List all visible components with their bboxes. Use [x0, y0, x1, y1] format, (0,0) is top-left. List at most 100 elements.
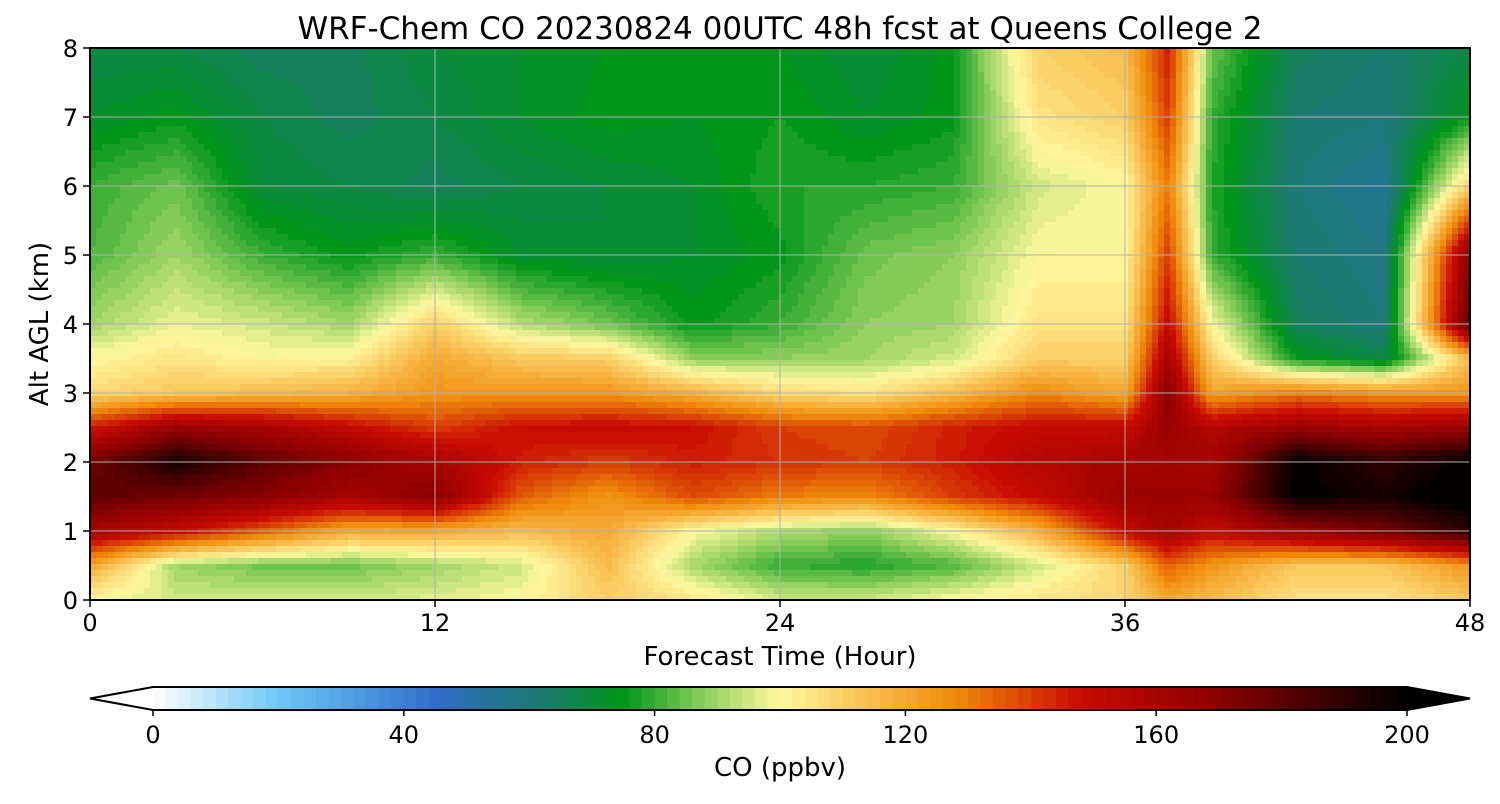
heatmap-cell	[1074, 120, 1081, 127]
heatmap-cell	[324, 138, 331, 145]
heatmap-cell	[1056, 156, 1063, 163]
heatmap-cell	[198, 60, 205, 67]
heatmap-cell	[126, 60, 133, 67]
heatmap-cell	[138, 84, 145, 91]
heatmap-cell	[1074, 96, 1081, 103]
heatmap-cell	[306, 144, 313, 151]
heatmap-cell	[444, 90, 451, 97]
heatmap-cell	[372, 54, 379, 61]
heatmap-cell	[666, 108, 673, 115]
heatmap-cell	[192, 132, 199, 139]
heatmap-cell	[1128, 102, 1135, 109]
heatmap-cell	[942, 108, 949, 115]
heatmap-cell	[858, 90, 865, 97]
heatmap-cell	[228, 132, 235, 139]
heatmap-cell	[852, 108, 859, 115]
heatmap-cell	[1332, 90, 1339, 97]
heatmap-cell	[1086, 66, 1093, 73]
heatmap-cell	[1218, 78, 1225, 85]
heatmap-cell	[708, 60, 715, 67]
heatmap-cell	[720, 132, 727, 139]
heatmap-cell	[1344, 96, 1351, 103]
heatmap-cell	[534, 102, 541, 109]
heatmap-cell	[510, 144, 517, 151]
heatmap-cell	[96, 96, 103, 103]
heatmap-cell	[564, 102, 571, 109]
heatmap-cell	[426, 96, 433, 103]
heatmap-cell	[450, 126, 457, 133]
heatmap-cell	[1380, 78, 1387, 85]
heatmap-cell	[396, 156, 403, 163]
heatmap-cell	[606, 96, 613, 103]
heatmap-cell	[282, 78, 289, 85]
heatmap-cell	[1104, 54, 1111, 61]
heatmap-cell	[246, 108, 253, 115]
heatmap-cell	[936, 84, 943, 91]
heatmap-cell	[852, 156, 859, 163]
heatmap-cell	[228, 144, 235, 151]
heatmap-cell	[558, 126, 565, 133]
heatmap-cell	[1062, 156, 1069, 163]
heatmap-cell	[522, 126, 529, 133]
heatmap-cell	[246, 54, 253, 61]
heatmap-cell	[1266, 126, 1273, 133]
heatmap-cell	[1038, 132, 1045, 139]
heatmap-cell	[132, 78, 139, 85]
heatmap-cell	[1086, 138, 1093, 145]
heatmap-cell	[1062, 108, 1069, 115]
heatmap-cell	[768, 150, 775, 157]
heatmap-cell	[1440, 66, 1447, 73]
heatmap-cell	[1188, 78, 1195, 85]
heatmap-cell	[240, 132, 247, 139]
heatmap-cell	[894, 126, 901, 133]
heatmap-cell	[1284, 156, 1291, 163]
heatmap-cell	[474, 126, 481, 133]
heatmap-cell	[708, 150, 715, 157]
heatmap-cell	[114, 102, 121, 109]
heatmap-cell	[876, 90, 883, 97]
heatmap-cell	[546, 72, 553, 79]
heatmap-cell	[888, 138, 895, 145]
heatmap-cell	[1278, 120, 1285, 127]
heatmap-cell	[168, 72, 175, 79]
heatmap-cell	[1026, 150, 1033, 157]
heatmap-cell	[882, 96, 889, 103]
heatmap-cell	[984, 90, 991, 97]
heatmap-cell	[792, 144, 799, 151]
heatmap-cell	[570, 120, 577, 127]
heatmap-cell	[306, 108, 313, 115]
heatmap-cell	[828, 90, 835, 97]
heatmap-cell	[1344, 54, 1351, 61]
heatmap-cell	[726, 138, 733, 145]
heatmap-cell	[840, 132, 847, 139]
heatmap-cell	[1080, 138, 1087, 145]
heatmap-cell	[612, 108, 619, 115]
heatmap-cell	[1302, 102, 1309, 109]
heatmap-cell	[420, 138, 427, 145]
heatmap-cell	[378, 108, 385, 115]
heatmap-cell	[582, 54, 589, 61]
heatmap-cell	[690, 126, 697, 133]
heatmap-cell	[846, 102, 853, 109]
heatmap-cell	[132, 108, 139, 115]
heatmap-cell	[708, 90, 715, 97]
heatmap-cell	[636, 102, 643, 109]
heatmap-cell	[318, 126, 325, 133]
heatmap-cell	[1086, 72, 1093, 79]
heatmap-cell	[798, 138, 805, 145]
heatmap-cell	[1140, 156, 1147, 163]
heatmap-cell	[1272, 138, 1279, 145]
heatmap-cell	[540, 126, 547, 133]
heatmap-cell	[570, 102, 577, 109]
heatmap-cell	[156, 60, 163, 67]
heatmap-cell	[1398, 72, 1405, 79]
heatmap-cell	[810, 54, 817, 61]
heatmap-cell	[1128, 120, 1135, 127]
heatmap-cell	[1242, 132, 1249, 139]
heatmap-cell	[876, 144, 883, 151]
heatmap-cell	[444, 150, 451, 157]
heatmap-cell	[696, 150, 703, 157]
heatmap-cell	[426, 66, 433, 73]
heatmap-cell	[264, 66, 271, 73]
heatmap-cell	[522, 156, 529, 163]
